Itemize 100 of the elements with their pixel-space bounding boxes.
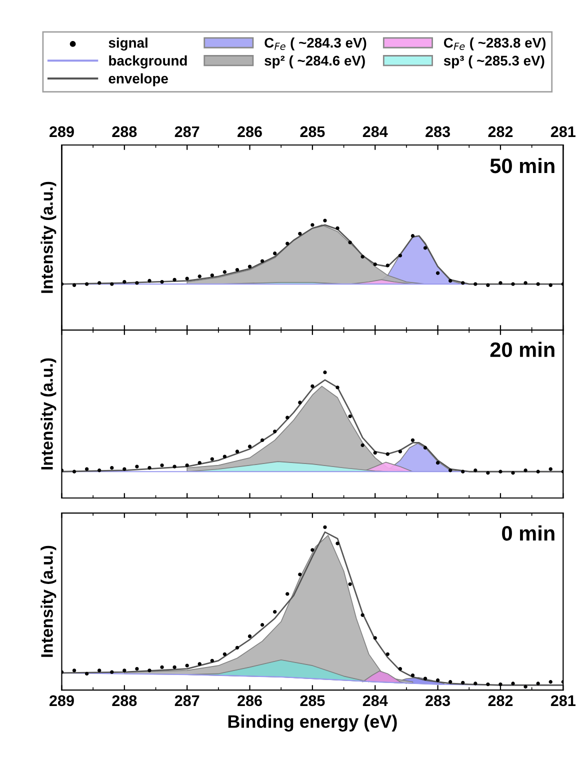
point: [273, 430, 277, 434]
point: [474, 282, 478, 286]
point: [298, 400, 302, 404]
point: [486, 682, 490, 686]
x2-tick-label: 287: [174, 126, 200, 138]
point: [185, 464, 189, 468]
point: [172, 278, 176, 282]
point: [148, 466, 152, 470]
x-tick-label: 287: [174, 695, 200, 706]
point: [373, 262, 377, 266]
point: [410, 234, 415, 238]
legend-label: sp³ ( ~285.3 eV): [444, 55, 544, 68]
point: [398, 450, 402, 454]
point: [235, 646, 240, 650]
legend-label: envelope: [108, 73, 168, 86]
point: [448, 468, 452, 472]
point: [498, 281, 502, 285]
point: [84, 467, 89, 471]
point: [461, 680, 465, 685]
point: [474, 468, 478, 472]
point: [423, 676, 428, 680]
point: [98, 281, 102, 285]
point: [436, 271, 440, 275]
point: [122, 668, 126, 672]
point: [222, 270, 227, 274]
point: [323, 370, 327, 374]
point: [310, 223, 314, 227]
point: [172, 464, 176, 468]
point: [185, 276, 189, 280]
point: [498, 470, 502, 474]
point: [298, 232, 302, 236]
point: [72, 283, 76, 287]
point: [298, 572, 302, 576]
point: [410, 438, 415, 442]
point: [273, 252, 277, 256]
point: [286, 242, 290, 246]
point: [498, 682, 502, 686]
point: [548, 680, 552, 684]
point: [148, 668, 152, 672]
point: [373, 636, 377, 640]
x2-tick-label: 281: [550, 126, 576, 138]
point: [248, 634, 252, 638]
point: [360, 613, 364, 617]
x-tick-label: 284: [362, 695, 388, 706]
point: [210, 273, 214, 278]
point: [386, 452, 390, 456]
point: [235, 268, 240, 272]
point: [398, 667, 402, 671]
legend-label: C$_{Fe}$ ( ~283.8 eV): [444, 37, 546, 50]
point: [536, 282, 540, 286]
point: [524, 468, 528, 472]
point: [98, 668, 102, 672]
x-tick-label: 285: [300, 695, 325, 706]
point: [84, 282, 89, 286]
x-tick-label: 289: [50, 695, 74, 706]
point: [135, 281, 139, 285]
point: [198, 662, 202, 666]
point: [511, 282, 515, 286]
point: [373, 450, 377, 455]
point: [524, 281, 528, 285]
point: [398, 254, 402, 258]
point: [536, 682, 540, 686]
x2-tick-label: 288: [112, 126, 137, 138]
point: [198, 460, 202, 465]
point: [260, 259, 264, 263]
point: [386, 652, 390, 656]
point: [160, 665, 164, 670]
point: [135, 464, 139, 468]
point: [260, 623, 264, 627]
point: [486, 283, 490, 287]
point: [148, 278, 152, 283]
point: [323, 525, 327, 530]
x-tick-label: 286: [238, 695, 262, 706]
point: [486, 471, 490, 475]
point: [98, 468, 102, 472]
point: [160, 280, 164, 284]
x2-tick-label: 286: [238, 126, 262, 138]
legend-label: background: [109, 55, 187, 68]
point: [72, 668, 76, 672]
annotation: 0 min: [502, 525, 554, 541]
point: [222, 454, 227, 458]
point: [336, 386, 340, 390]
point: [348, 240, 352, 244]
legend-label: sp² ( ~284.6 eV): [264, 55, 365, 68]
point: [548, 467, 552, 471]
point: [348, 582, 352, 586]
y-axis-title: Intensity (a.u.): [40, 546, 56, 657]
point: [310, 548, 314, 552]
point: [448, 278, 452, 283]
point: [461, 470, 465, 474]
x-tick-label: 282: [488, 695, 513, 706]
point: [135, 667, 139, 671]
point: [260, 438, 264, 442]
point: [511, 471, 515, 475]
x2-tick-label: 285: [300, 126, 325, 138]
x2-tick-label: 284: [362, 126, 388, 138]
point: [511, 682, 515, 686]
point: [360, 254, 364, 259]
point: [410, 674, 415, 678]
point: [310, 384, 314, 388]
